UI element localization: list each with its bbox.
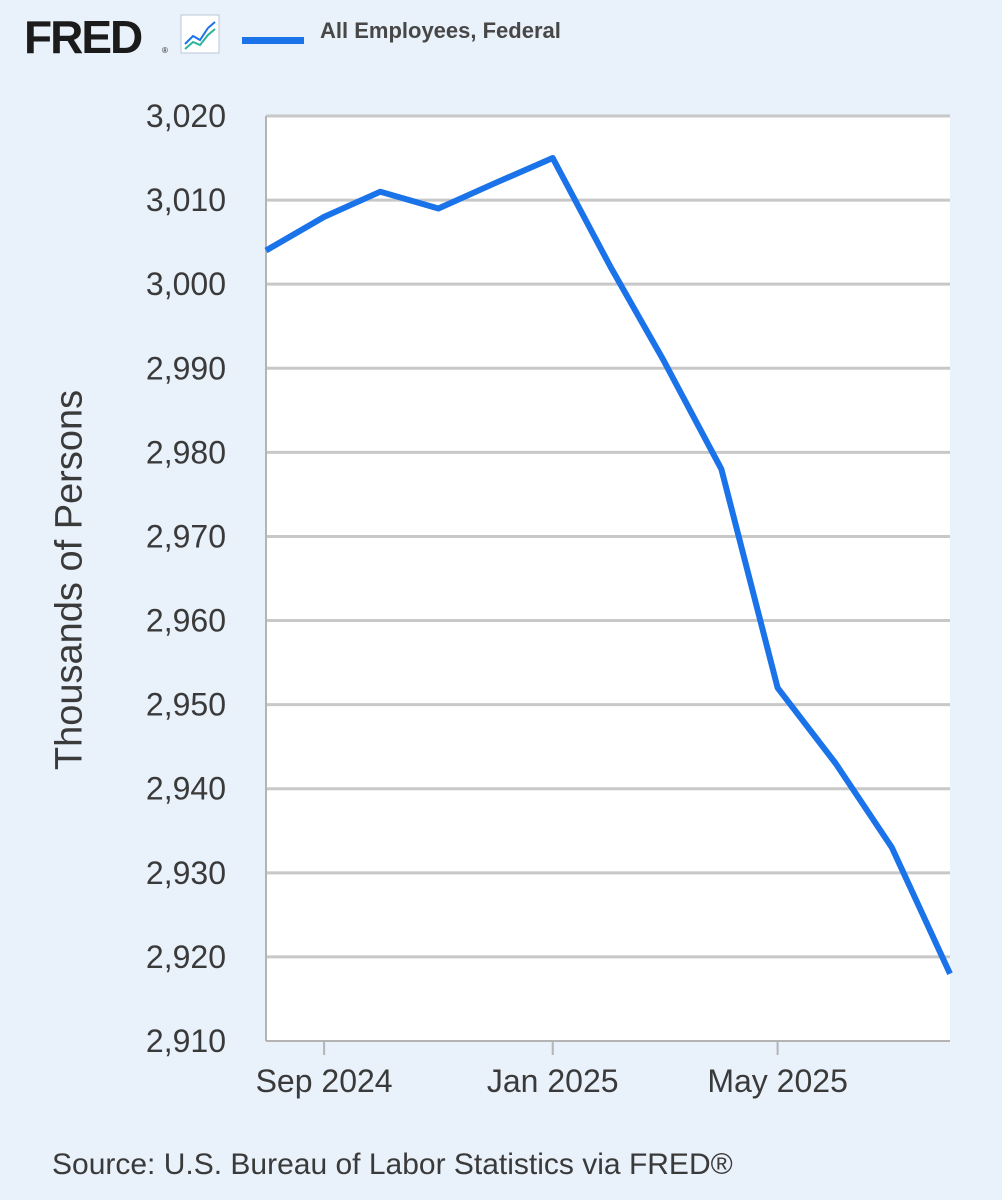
y-tick-label: 2,970 [146,518,226,554]
line-chart-icon [180,14,220,54]
y-tick-label: 2,950 [146,687,226,723]
y-tick-label: 2,930 [146,855,226,891]
y-tick-label: 3,020 [146,98,226,134]
x-tick-label: Jan 2025 [487,1063,619,1099]
y-tick-label: 2,920 [146,939,226,975]
plot-area [266,116,950,1041]
legend-swatch [242,37,304,44]
y-tick-label: 3,000 [146,266,226,302]
fred-logo[interactable]: FRED [24,11,143,63]
legend-label: All Employees, Federal [320,18,561,43]
y-tick-label: 3,010 [146,182,226,218]
source-note: Source: U.S. Bureau of Labor Statistics … [52,1148,733,1181]
x-tick-label: Sep 2024 [256,1063,393,1099]
chart-header: FRED ® All Employees, Federal [24,8,984,60]
y-tick-label: 2,940 [146,771,226,807]
series-line [264,155,953,975]
x-tick-label: May 2025 [707,1063,848,1099]
y-tick-label: 2,960 [146,603,226,639]
fred-registered-mark: ® [162,46,168,55]
y-tick-label: 2,980 [146,434,226,470]
y-tick-label: 2,990 [146,350,226,386]
y-tick-label: 2,910 [146,1023,226,1059]
